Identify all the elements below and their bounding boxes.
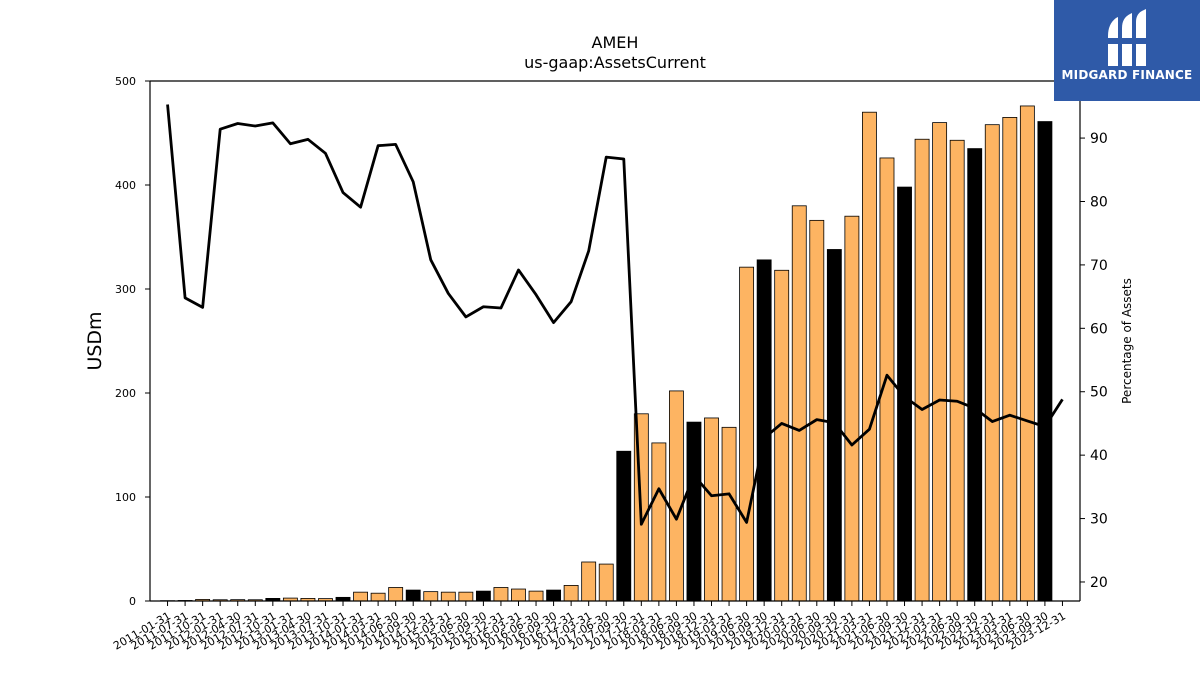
- y2-tick-label: 30: [1090, 512, 1108, 528]
- bar: [598, 563, 614, 602]
- bar: [721, 426, 737, 602]
- bar: [704, 417, 719, 602]
- bar: [546, 589, 562, 602]
- bar: [949, 139, 965, 602]
- bar: [984, 124, 1000, 602]
- y-tick-label: 300: [115, 283, 136, 296]
- bar: [405, 589, 421, 602]
- bar: [388, 587, 404, 602]
- bar: [616, 450, 632, 602]
- bar: [826, 249, 842, 602]
- bar: [475, 590, 491, 602]
- brand-mark-icon: [1108, 9, 1146, 66]
- bar: [581, 561, 597, 602]
- bar: [1037, 121, 1053, 602]
- y2-tick-label: 80: [1090, 194, 1108, 210]
- y2-tick-label: 40: [1090, 448, 1108, 464]
- y2-tick-label: 60: [1090, 321, 1108, 337]
- y-tick-label: 0: [129, 595, 136, 608]
- y-tick-label: 200: [115, 387, 136, 400]
- bar: [809, 219, 825, 602]
- bar: [563, 585, 579, 602]
- bar: [932, 122, 948, 602]
- bar: [686, 421, 702, 602]
- chart-subtitle: us-gaap:AssetsCurrent: [524, 53, 706, 72]
- bar: [651, 442, 667, 602]
- bar: [1019, 105, 1035, 602]
- bar: [756, 259, 772, 602]
- bar: [967, 148, 983, 602]
- y2-tick-label: 90: [1090, 131, 1108, 147]
- bar: [669, 390, 684, 602]
- bar: [739, 266, 755, 602]
- bar: [791, 205, 807, 602]
- bar: [353, 591, 368, 602]
- brand-name: MIDGARD FINANCE: [1061, 68, 1193, 82]
- bar: [440, 591, 456, 602]
- series-line: [166, 104, 1064, 526]
- bar: [862, 111, 877, 602]
- brand-logo: MIDGARD FINANCE: [1054, 0, 1200, 101]
- y-tick-label: 400: [115, 179, 136, 192]
- bar: [458, 591, 474, 602]
- bar: [511, 588, 526, 602]
- bar: [844, 215, 860, 602]
- bar: [423, 591, 439, 602]
- bar: [774, 269, 790, 602]
- y2-tick-label: 50: [1090, 385, 1108, 401]
- y-tick-label: 500: [115, 75, 136, 88]
- bar: [1002, 117, 1018, 602]
- y-tick-label: 100: [115, 491, 136, 504]
- y2-axis-label: Percentage of Assets: [1120, 278, 1134, 404]
- y-axis-label: USDm: [84, 311, 106, 370]
- bar: [370, 592, 386, 602]
- bar: [528, 590, 544, 602]
- chart-title: AMEH: [592, 33, 639, 52]
- bar: [493, 587, 509, 602]
- bar: [914, 138, 930, 602]
- bar: [897, 186, 912, 602]
- y2-tick-label: 20: [1090, 575, 1108, 591]
- y2-tick-label: 70: [1090, 258, 1108, 274]
